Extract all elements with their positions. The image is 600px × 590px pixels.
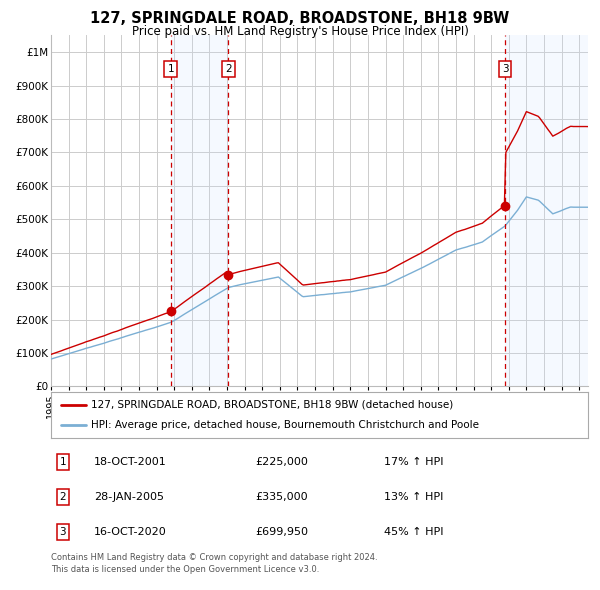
Text: Price paid vs. HM Land Registry's House Price Index (HPI): Price paid vs. HM Land Registry's House … xyxy=(131,25,469,38)
Text: This data is licensed under the Open Government Licence v3.0.: This data is licensed under the Open Gov… xyxy=(51,565,319,574)
Text: 3: 3 xyxy=(59,527,66,537)
Text: £699,950: £699,950 xyxy=(255,527,308,537)
Text: 127, SPRINGDALE ROAD, BROADSTONE, BH18 9BW (detached house): 127, SPRINGDALE ROAD, BROADSTONE, BH18 9… xyxy=(91,399,454,409)
Text: 1: 1 xyxy=(167,64,174,74)
Text: 1: 1 xyxy=(59,457,66,467)
Text: 17% ↑ HPI: 17% ↑ HPI xyxy=(384,457,443,467)
Text: £225,000: £225,000 xyxy=(255,457,308,467)
Text: 3: 3 xyxy=(502,64,508,74)
Text: 127, SPRINGDALE ROAD, BROADSTONE, BH18 9BW: 127, SPRINGDALE ROAD, BROADSTONE, BH18 9… xyxy=(91,11,509,25)
Bar xyxy=(171,35,228,386)
Text: 2: 2 xyxy=(225,64,232,74)
Text: Contains HM Land Registry data © Crown copyright and database right 2024.: Contains HM Land Registry data © Crown c… xyxy=(51,553,377,562)
Text: 18-OCT-2001: 18-OCT-2001 xyxy=(94,457,167,467)
Text: 45% ↑ HPI: 45% ↑ HPI xyxy=(384,527,443,537)
Text: 28-JAN-2005: 28-JAN-2005 xyxy=(94,492,164,502)
Text: £335,000: £335,000 xyxy=(255,492,308,502)
Text: 13% ↑ HPI: 13% ↑ HPI xyxy=(384,492,443,502)
Text: 16-OCT-2020: 16-OCT-2020 xyxy=(94,527,167,537)
Bar xyxy=(505,35,588,386)
Text: 2: 2 xyxy=(59,492,66,502)
Text: HPI: Average price, detached house, Bournemouth Christchurch and Poole: HPI: Average price, detached house, Bour… xyxy=(91,420,479,430)
